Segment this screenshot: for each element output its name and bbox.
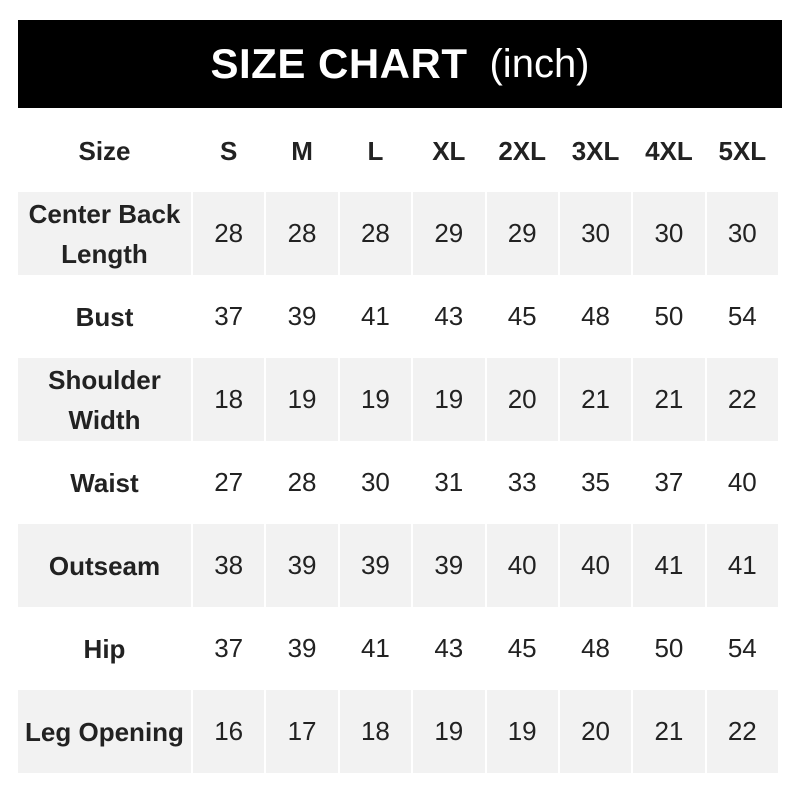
- cell-value: 50: [654, 633, 684, 663]
- cell-value: 40: [559, 524, 632, 607]
- cell-value: 27: [214, 467, 244, 497]
- cell-value: 19: [266, 358, 338, 441]
- cell-value: 29: [413, 192, 485, 275]
- table-row: Hip 37 39 41 43 45 48 50 54: [18, 607, 778, 690]
- cell-value: 41: [360, 633, 390, 663]
- cell-value: 30: [559, 192, 632, 275]
- cell-value: 19: [486, 690, 558, 773]
- row-label: Shoulder Width: [18, 358, 191, 441]
- cell-value: 41: [706, 524, 778, 607]
- header-row: Size S M L XL 2XL 3XL 4XL 5XL: [18, 110, 778, 192]
- cell-value: 19: [339, 358, 412, 441]
- column-header: 4XL: [645, 135, 693, 166]
- chart-title: SIZE CHART: [210, 40, 468, 87]
- cell-value: 18: [339, 690, 412, 773]
- cell-value: 30: [633, 192, 705, 275]
- cell-value: 39: [287, 633, 317, 663]
- column-header: L: [367, 135, 384, 166]
- cell-value: 30: [360, 467, 390, 497]
- row-label: Bust: [75, 301, 134, 332]
- table-row: Waist 27 28 30 31 33 35 37 40: [18, 441, 778, 524]
- cell-value: 20: [486, 358, 558, 441]
- cell-value: 54: [727, 301, 757, 331]
- table-row: Bust 37 39 41 43 45 48 50 54: [18, 275, 778, 358]
- cell-value: 54: [727, 633, 757, 663]
- cell-value: 48: [581, 301, 611, 331]
- cell-value: 43: [434, 301, 464, 331]
- column-header: 5XL: [718, 135, 767, 166]
- cell-value: 43: [434, 633, 464, 663]
- cell-value: 21: [633, 358, 705, 441]
- cell-value: 19: [413, 690, 485, 773]
- cell-value: 45: [507, 633, 537, 663]
- cell-value: 22: [706, 690, 778, 773]
- cell-value: 39: [413, 524, 485, 607]
- column-header: XL: [432, 135, 466, 166]
- column-header: 2XL: [498, 135, 547, 166]
- cell-value: 18: [193, 358, 265, 441]
- cell-value: 22: [706, 358, 778, 441]
- cell-value: 30: [706, 192, 778, 275]
- table-row: Outseam 38 39 39 39 40 40 41 41: [18, 524, 778, 607]
- row-label: Outseam: [18, 524, 191, 607]
- row-label: Waist: [70, 467, 139, 498]
- cell-value: 38: [193, 524, 265, 607]
- column-header: 3XL: [571, 135, 620, 166]
- chart-header: SIZE CHART (inch): [18, 20, 782, 108]
- cell-value: 37: [214, 301, 244, 331]
- cell-value: 41: [360, 301, 390, 331]
- cell-value: 37: [654, 467, 684, 497]
- cell-value: 39: [266, 524, 338, 607]
- row-label: Leg Opening: [18, 690, 191, 773]
- cell-value: 31: [434, 467, 464, 497]
- size-table: Size S M L XL 2XL 3XL 4XL 5XL Center Back Length…: [16, 110, 780, 773]
- column-header: S: [220, 135, 238, 166]
- cell-value: 50: [654, 301, 684, 331]
- cell-value: 17: [266, 690, 338, 773]
- cell-value: 28: [287, 467, 317, 497]
- cell-value: 28: [193, 192, 265, 275]
- cell-value: 41: [633, 524, 705, 607]
- cell-value: 28: [339, 192, 412, 275]
- cell-value: 29: [486, 192, 558, 275]
- column-header: M: [291, 135, 313, 166]
- cell-value: 19: [413, 358, 485, 441]
- cell-value: 45: [507, 301, 537, 331]
- cell-value: 28: [266, 192, 338, 275]
- row-label: Center Back Length: [18, 192, 191, 275]
- column-header: Size: [78, 135, 131, 166]
- cell-value: 21: [633, 690, 705, 773]
- cell-value: 39: [339, 524, 412, 607]
- cell-value: 20: [559, 690, 632, 773]
- cell-value: 40: [486, 524, 558, 607]
- table-row: Center Back Length 28 28 28 29 29 30 30 30: [18, 192, 778, 275]
- cell-value: 35: [581, 467, 611, 497]
- row-label: Hip: [83, 633, 126, 664]
- table-row: Leg Opening 16 17 18 19 19 20 21 22: [18, 690, 778, 773]
- cell-value: 40: [727, 467, 757, 497]
- cell-value: 37: [214, 633, 244, 663]
- cell-value: 16: [193, 690, 265, 773]
- cell-value: 33: [507, 467, 537, 497]
- table-row: Shoulder Width 18 19 19 19 20 21 21 22: [18, 358, 778, 441]
- unit-label: (inch): [489, 41, 590, 86]
- cell-value: 48: [581, 633, 611, 663]
- cell-value: 39: [287, 301, 317, 331]
- cell-value: 21: [559, 358, 632, 441]
